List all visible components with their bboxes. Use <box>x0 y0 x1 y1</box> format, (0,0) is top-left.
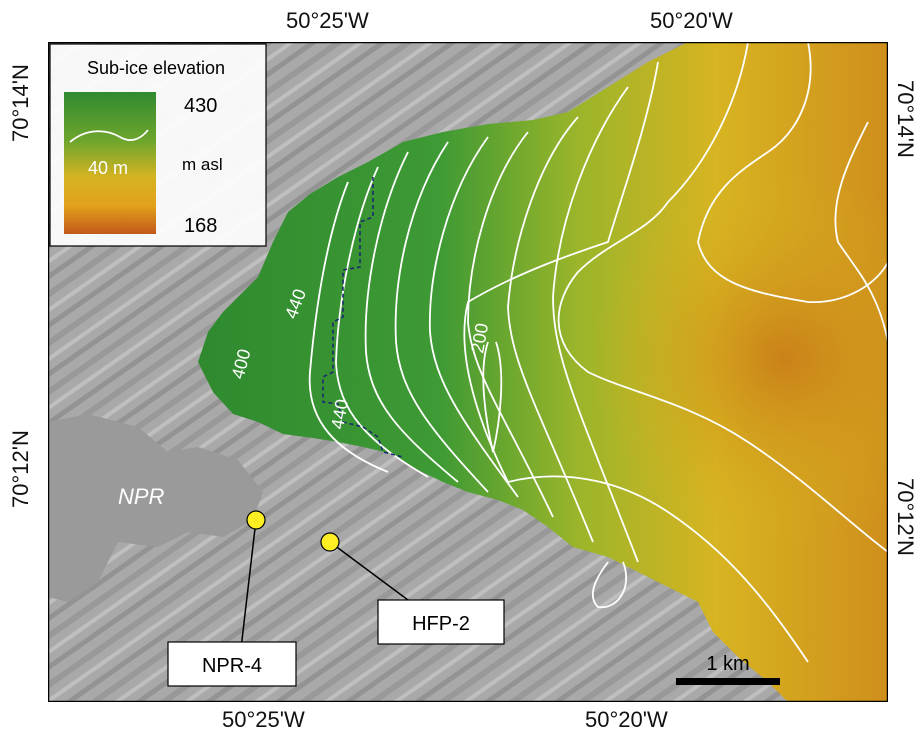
contour-line <box>591 561 628 608</box>
scalebar <box>676 678 780 685</box>
legend-title: Sub-ice elevation <box>87 58 225 78</box>
contour-line <box>552 86 639 563</box>
scalebar-label: 1 km <box>706 653 749 675</box>
legend-min-value: 168 <box>184 215 217 237</box>
legend-colorbar <box>64 92 156 234</box>
site-label-hfp-2: HFP-2 <box>412 613 470 635</box>
right-latitude-label-2: 70°12'N <box>893 478 918 556</box>
place-label-npr: NPR <box>118 484 165 509</box>
legend-max-value: 430 <box>184 95 217 117</box>
contour-line <box>463 61 809 663</box>
left-latitude-label-1: 70°14'N <box>8 64 33 142</box>
site-label-npr-4: NPR-4 <box>202 655 262 677</box>
survey-boundary-line <box>322 177 404 458</box>
left-latitude-label-2: 70°12'N <box>8 430 33 508</box>
map-frame <box>48 42 888 702</box>
contour-line <box>834 121 888 343</box>
contour-lines <box>308 42 888 663</box>
legend-contour-symbol <box>69 129 149 143</box>
contour-line <box>428 136 519 498</box>
site-leader-line <box>329 541 409 601</box>
contour-line <box>482 341 503 453</box>
lake-npr <box>48 414 263 602</box>
sub-ice-elevation-map: 440 400 440 200 NPR NPR-4 HFP-2 1 km Sub… <box>48 42 888 702</box>
right-latitude-label-1: 70°14'N <box>893 80 918 158</box>
contour-line <box>697 42 888 303</box>
legend: Sub-ice elevation 40 m 430 m asl 168 <box>49 43 267 247</box>
site-marker-hfp-2 <box>320 532 340 552</box>
ice-warm-region <box>198 42 888 702</box>
site-label-box-npr-4 <box>167 641 297 687</box>
bottom-longitude-label-2: 50°20'W <box>585 707 668 732</box>
contour-line <box>335 166 429 478</box>
legend-unit: m asl <box>182 155 223 174</box>
top-longitude-label-2: 50°20'W <box>650 8 733 33</box>
contour-line <box>467 131 554 518</box>
contour-line <box>394 141 489 493</box>
site-leader-line <box>239 519 257 658</box>
bottom-longitude-label-1: 50°25'W <box>222 707 305 732</box>
contour-line <box>507 116 594 543</box>
site-label-box-hfp-2 <box>377 599 505 645</box>
contour-line <box>308 181 389 473</box>
contour-line <box>557 42 888 553</box>
legend-contour-interval: 40 m <box>88 158 128 178</box>
contour-line <box>364 151 459 483</box>
site-marker-npr-4 <box>246 510 266 530</box>
top-longitude-label-1: 50°25'W <box>286 8 369 33</box>
